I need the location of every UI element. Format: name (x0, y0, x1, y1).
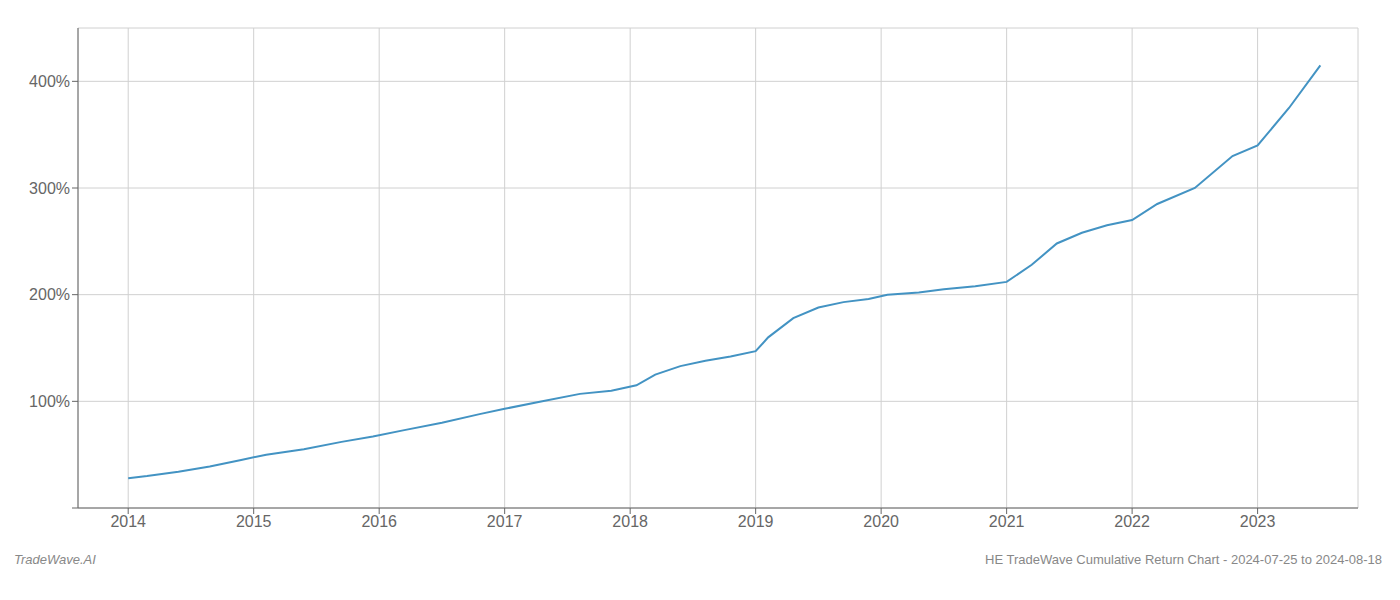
svg-text:2018: 2018 (612, 513, 648, 530)
svg-text:400%: 400% (29, 73, 70, 90)
svg-text:200%: 200% (29, 286, 70, 303)
svg-text:2016: 2016 (361, 513, 397, 530)
svg-text:2020: 2020 (863, 513, 899, 530)
svg-text:2014: 2014 (110, 513, 146, 530)
html-text:HE TradeWave Cumulative Return: HE TradeWave Cumulative Return Chart - 2… (985, 552, 1382, 567)
svg-text:2023: 2023 (1240, 513, 1276, 530)
svg-text:2021: 2021 (989, 513, 1025, 530)
svg-text:2015: 2015 (236, 513, 272, 530)
svg-text:100%: 100% (29, 393, 70, 410)
svg-text:300%: 300% (29, 180, 70, 197)
html-text:TradeWave.AI: TradeWave.AI (14, 552, 96, 567)
svg-text:2022: 2022 (1114, 513, 1150, 530)
svg-text:2019: 2019 (738, 513, 774, 530)
svg-text:2017: 2017 (487, 513, 523, 530)
